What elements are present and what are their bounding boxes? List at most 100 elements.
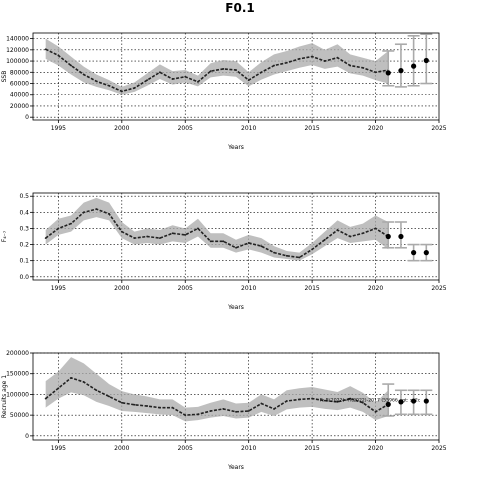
forecast-point (423, 57, 429, 64)
chart-annotation: R: R(2022)=R(2022)-2017 (55966 , gt: sc2… (320, 397, 421, 403)
x-tick-label: 2015 (304, 445, 319, 452)
estimate-point (273, 64, 275, 67)
estimate-point (349, 397, 352, 400)
estimate-point (247, 242, 250, 244)
estimate-point (184, 414, 187, 417)
estimate-point (361, 401, 364, 404)
estimate-point (57, 54, 60, 57)
estimate-point (298, 57, 301, 60)
y-tick-label: 100000 (6, 391, 29, 398)
x-axis-label: Years (227, 304, 244, 311)
fishing-mortality-panel: 1995 2000 2005 2010 2015 2020 2025 0.0 0.1 0.2 0.3… (1, 192, 447, 311)
x-tick-label: 2015 (304, 125, 319, 132)
forecast-point (423, 250, 429, 256)
forecast-point (411, 63, 417, 69)
estimate-line (45, 376, 389, 416)
estimate-point (197, 413, 199, 416)
estimate-point (260, 402, 263, 405)
estimate-point (146, 79, 149, 82)
estimate-point (374, 410, 377, 413)
estimate-point (260, 71, 263, 74)
estimate-point (374, 227, 377, 230)
estimate-point (108, 213, 111, 215)
estimate-point (133, 237, 136, 240)
plot-frame (32, 192, 440, 281)
y-axis-label: SSB (1, 71, 8, 83)
estimate-point (57, 227, 60, 230)
estimate-point (95, 389, 98, 392)
confidence-band (45, 197, 389, 261)
estimate-point (336, 400, 339, 403)
y-axis-label: Recruits age 1 (1, 375, 8, 418)
y-tick-label: 120000 (6, 47, 29, 54)
estimate-point (95, 80, 98, 83)
y-tick-label: 150000 (6, 371, 29, 378)
confidence-band (45, 357, 389, 422)
y-tick-label: 60000 (10, 81, 29, 88)
y-tick-label: 0.2 (19, 242, 29, 249)
estimate-point (184, 75, 187, 78)
estimate-point (120, 90, 123, 93)
estimate-point (323, 238, 326, 241)
x-tick-label: 2020 (368, 125, 383, 132)
forecast-point (398, 68, 404, 74)
y-tick-label: 200000 (6, 350, 29, 357)
estimate-point (158, 71, 161, 74)
x-tick-label: 1995 (51, 125, 66, 132)
x-tick-label: 2025 (431, 445, 446, 452)
plot-frame (32, 32, 440, 121)
estimate-point (285, 254, 288, 257)
estimate-point (70, 376, 72, 379)
estimate-point (171, 406, 174, 409)
estimate-point (82, 211, 85, 214)
estimate-point (361, 66, 364, 69)
y-tick-label: 20000 (10, 103, 29, 110)
estimate-point (120, 401, 123, 404)
y-tick-label: 140000 (6, 36, 29, 43)
estimate-point (133, 87, 136, 89)
estimate-point (323, 60, 326, 62)
x-tick-label: 2005 (178, 285, 193, 292)
estimate-point (361, 232, 364, 235)
x-tick-label: 2010 (241, 125, 256, 132)
estimate-point (133, 403, 136, 406)
y-tick-label: 0.3 (19, 225, 29, 232)
estimate-point (247, 410, 250, 412)
forecast-point (385, 233, 391, 240)
x-tick-label: 2010 (241, 445, 256, 452)
forecast-point (385, 401, 391, 407)
estimate-point (349, 64, 352, 67)
plot-frame (32, 352, 440, 441)
forecast-point (385, 70, 391, 76)
forecast-point (411, 250, 417, 256)
y-tick-label: 0 (25, 114, 29, 121)
x-tick-label: 2025 (431, 125, 446, 132)
y-tick-label: 50000 (10, 412, 29, 419)
estimate-point (298, 398, 301, 401)
estimate-point (209, 410, 212, 412)
estimate-point (95, 208, 98, 211)
x-tick-label: 2000 (114, 445, 129, 452)
estimate-point (273, 408, 275, 410)
estimate-line (45, 48, 389, 93)
recruitment-panel: R: R(2022)=R(2022)-2017 (55966 , gt: sc2… (1, 350, 447, 471)
estimate-point (158, 237, 161, 240)
estimate-point (70, 222, 72, 225)
estimate-point (247, 79, 250, 82)
confidence-band (45, 38, 389, 95)
y-tick-label: 40000 (10, 92, 29, 99)
estimate-point (120, 230, 123, 233)
x-tick-label: 2020 (368, 445, 383, 452)
y-tick-label: 80000 (10, 69, 29, 76)
x-axis-label: Years (227, 464, 244, 471)
forecast-point (398, 399, 404, 405)
estimate-point (222, 68, 225, 70)
estimate-point (44, 397, 47, 400)
ssb-panel: 1995 2000 2005 2010 2015 2020 2025 0 20000 40000 6… (1, 32, 447, 151)
x-tick-label: 2005 (178, 445, 193, 452)
y-tick-label: 100000 (6, 58, 29, 65)
estimate-point (209, 70, 212, 73)
estimate-point (235, 69, 237, 71)
